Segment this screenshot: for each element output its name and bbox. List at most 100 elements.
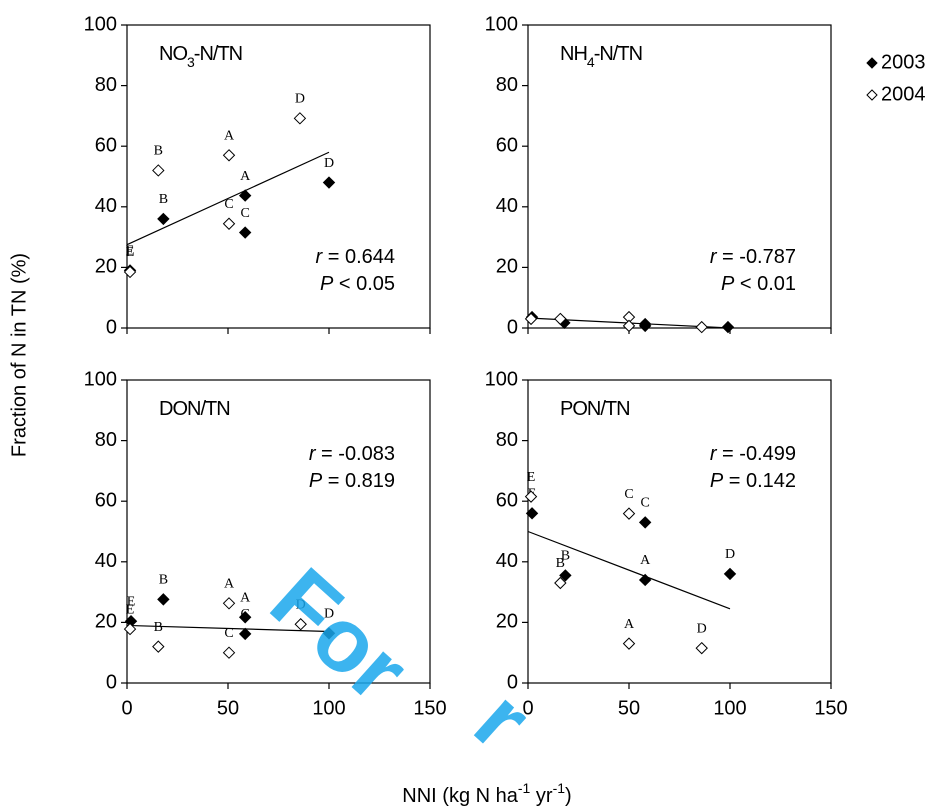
regression-line xyxy=(126,624,330,633)
y-tick-label: 60 xyxy=(95,134,117,156)
point-label: D xyxy=(324,607,334,622)
stat-value: = -0.499 xyxy=(716,443,796,465)
y-tick-label: 80 xyxy=(496,429,518,451)
statistic: r = -0.787 xyxy=(710,246,796,268)
point-label: C xyxy=(640,496,649,511)
data-point xyxy=(238,226,252,239)
point-label: E xyxy=(126,602,135,617)
legend-marker xyxy=(866,57,878,69)
data-point xyxy=(695,320,708,334)
x-tick-label: 0 xyxy=(522,697,533,719)
data-point xyxy=(157,593,170,606)
point-label: B xyxy=(561,549,570,564)
stat-symbol: r xyxy=(315,246,323,268)
plot-frame xyxy=(527,379,832,684)
stat-value: = 0.142 xyxy=(723,470,796,492)
data-point xyxy=(293,112,307,125)
stat-value: < 0.01 xyxy=(734,273,796,295)
data-point xyxy=(222,217,236,230)
point-label: E xyxy=(126,245,135,260)
point-label: A xyxy=(224,577,235,592)
y-tick-label: 80 xyxy=(95,74,117,96)
point-label: D xyxy=(295,92,305,107)
statistic: r = 0.644 xyxy=(315,246,395,268)
panel-title: DON/TN xyxy=(159,398,230,420)
statistic: r = -0.499 xyxy=(710,443,796,465)
stat-symbol: r xyxy=(710,443,718,465)
plot-frame xyxy=(527,24,832,329)
y-tick-label: 60 xyxy=(95,489,117,511)
stat-symbol: P xyxy=(721,273,735,295)
point-label: A xyxy=(240,590,251,605)
x-tick-label: 50 xyxy=(618,697,640,719)
stat-value: = -0.083 xyxy=(315,443,395,465)
data-point xyxy=(238,627,252,641)
data-point xyxy=(238,189,252,202)
x-tick-label: 100 xyxy=(312,697,345,719)
title-text: DON/TN xyxy=(159,398,230,420)
superscript: -1 xyxy=(553,780,566,796)
point-label: C xyxy=(240,206,249,221)
y-tick-label: 80 xyxy=(95,429,117,451)
title-text: -N/TN xyxy=(594,43,642,65)
data-point xyxy=(525,507,539,520)
title-subscript: 4 xyxy=(587,54,595,70)
point-label: B xyxy=(154,620,163,635)
data-point xyxy=(622,507,636,520)
statistic: P = 0.142 xyxy=(710,470,796,492)
label-part: NNI (kg N ha xyxy=(402,785,518,807)
y-tick-label: 100 xyxy=(485,13,518,35)
y-axis-label: Fraction of N in TN (%) xyxy=(8,253,30,457)
y-tick-label: 20 xyxy=(496,256,518,278)
title-text: -N/TN xyxy=(194,43,242,65)
point-label: A xyxy=(640,553,651,568)
title-text: NO xyxy=(159,43,187,65)
data-point xyxy=(638,516,652,529)
y-tick-label: 40 xyxy=(95,550,117,572)
x-tick-label: 50 xyxy=(217,697,239,719)
data-point xyxy=(524,490,538,503)
y-tick-label: 20 xyxy=(496,611,518,633)
data-point xyxy=(152,164,165,177)
stat-symbol: P xyxy=(710,470,724,492)
panel-title: PON/TN xyxy=(560,398,630,420)
data-point xyxy=(294,618,307,631)
data-point xyxy=(554,312,567,326)
data-point xyxy=(152,640,165,653)
x-tick-label: 0 xyxy=(121,697,132,719)
point-label: B xyxy=(154,144,163,159)
point-label: A xyxy=(624,617,635,632)
data-point xyxy=(559,569,572,582)
stat-value: < 0.05 xyxy=(333,273,395,295)
statistic: r = -0.083 xyxy=(309,443,395,465)
plot-frame xyxy=(126,379,431,684)
y-tick-label: 0 xyxy=(507,671,518,693)
data-point xyxy=(123,622,137,636)
stat-value: = -0.787 xyxy=(716,246,796,268)
x-tick-label: 150 xyxy=(413,697,446,719)
data-point xyxy=(622,637,636,650)
stat-symbol: P xyxy=(320,273,334,295)
data-point xyxy=(322,176,336,189)
title-subscript: 3 xyxy=(187,54,195,70)
point-label: D xyxy=(725,547,735,562)
data-point xyxy=(123,265,137,279)
y-tick-label: 60 xyxy=(496,489,518,511)
label-part: ) xyxy=(565,785,572,807)
regression-line xyxy=(126,151,330,246)
x-tick-label: 100 xyxy=(713,697,746,719)
point-label: E xyxy=(527,470,536,485)
panel-title: NO3-N/TN xyxy=(159,43,242,69)
point-label: B xyxy=(159,192,168,207)
data-point xyxy=(222,149,236,162)
legend-marker xyxy=(866,89,878,101)
point-label: C xyxy=(624,487,633,502)
panel-title: NH4-N/TN xyxy=(560,43,642,69)
y-tick-label: 20 xyxy=(95,256,117,278)
data-point xyxy=(238,611,252,624)
point-label: D xyxy=(697,621,707,636)
y-tick-label: 100 xyxy=(485,368,518,390)
point-label: D xyxy=(324,156,334,171)
data-point xyxy=(524,312,538,326)
